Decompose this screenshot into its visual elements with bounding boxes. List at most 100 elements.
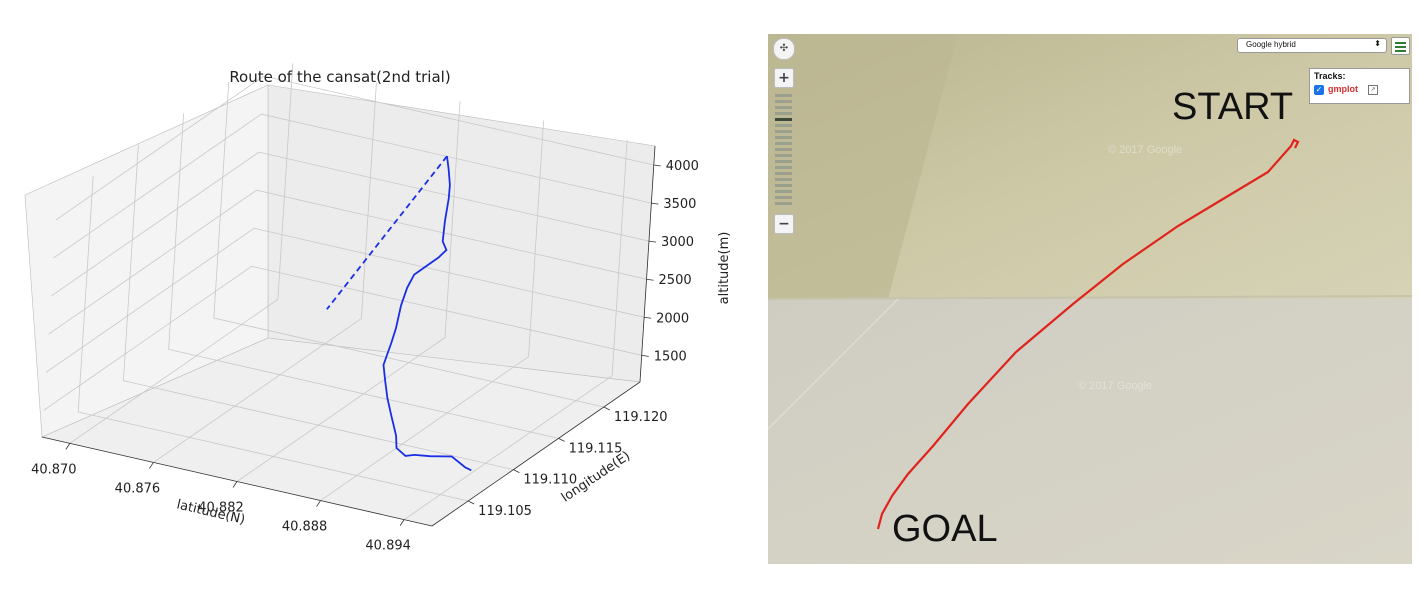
map-type-value: Google hybrid — [1246, 40, 1296, 49]
zoom-slider-step — [775, 112, 792, 115]
back-pane — [267, 84, 656, 383]
x-grid-line — [69, 63, 294, 444]
map-watermark: © 2017 Google — [1108, 144, 1183, 156]
x-grid-line — [403, 139, 628, 520]
z-grid-line — [45, 227, 645, 373]
zoom-slider-step — [775, 166, 792, 169]
grid — [43, 63, 654, 520]
z-grid-line — [50, 151, 650, 297]
y-tick-label: 119.120 — [614, 410, 668, 425]
zoom-in-label: + — [778, 70, 790, 86]
z-tick-label: 3500 — [663, 197, 696, 212]
y-tick-label: 119.105 — [478, 504, 532, 519]
x-tick-mark — [316, 500, 321, 507]
external-link-icon[interactable]: ↗ — [1368, 85, 1378, 95]
menu-icon — [1395, 50, 1406, 52]
x-tick-label: 40.894 — [365, 539, 411, 554]
field-upper-dark-strip — [768, 34, 958, 299]
zoom-in-button[interactable]: + — [774, 68, 794, 88]
route-line — [382, 156, 472, 472]
track-checkbox[interactable]: ✓ — [1314, 85, 1324, 95]
route-3d-chart: 40.870 40.876 40.882 40.888 40.894 119.105 119… — [24, 63, 732, 554]
axes-panes — [24, 84, 656, 527]
zoom-slider-step — [775, 154, 792, 157]
z-tick-mark — [641, 354, 649, 357]
y-tick-label: 119.110 — [523, 473, 577, 488]
zoom-slider-step — [775, 160, 792, 163]
y-axis-line — [431, 381, 641, 527]
ticks: 40.870 40.876 40.882 40.888 40.894 119.105 119… — [31, 159, 699, 554]
satellite-map[interactable] — [768, 34, 1412, 564]
y-grid-line — [77, 175, 469, 502]
map-watermark: © 2017 Google — [1078, 380, 1153, 392]
z-tick-mark — [644, 316, 652, 319]
track-name: gmplot — [1328, 84, 1358, 94]
zoom-slider-step — [775, 148, 792, 151]
x-tick-mark — [65, 443, 71, 450]
zoom-out-label: − — [778, 216, 790, 232]
y-tick-mark — [603, 406, 611, 411]
tracks-panel: Tracks: ✓ gmplot ↗ — [1309, 68, 1410, 104]
zoom-out-button[interactable]: − — [774, 214, 794, 234]
z-tick-label: 1500 — [654, 349, 687, 364]
zoom-slider-step — [775, 124, 792, 127]
select-arrows-icon: ⬍ — [1374, 39, 1381, 48]
x-tick-mark — [399, 519, 405, 526]
zoom-slider-step — [775, 130, 792, 133]
z-tick-label: 2000 — [656, 311, 689, 326]
field-lower — [768, 299, 1412, 564]
z-grid-line — [53, 113, 652, 259]
z-grid-line — [48, 189, 647, 335]
start-label: START — [1172, 86, 1294, 128]
zoom-slider-step — [775, 202, 792, 205]
z-axis-line — [639, 145, 656, 383]
x-tick-label: 40.882 — [198, 501, 244, 516]
layers-menu-button[interactable] — [1391, 37, 1410, 55]
x-tick-label: 40.888 — [282, 520, 328, 535]
zoom-slider-step — [775, 196, 792, 199]
pan-control[interactable]: ✣ — [773, 38, 795, 60]
tracks-title: Tracks: — [1314, 71, 1346, 81]
series — [326, 155, 472, 472]
zoom-slider-step — [775, 136, 792, 139]
zoom-slider-step — [775, 106, 792, 109]
zoom-slider-step — [775, 94, 792, 97]
y-tick-mark — [467, 500, 475, 505]
zoom-slider-step — [775, 190, 792, 193]
menu-icon — [1395, 42, 1406, 44]
zoom-slider-step — [775, 142, 792, 145]
z-tick-label: 3000 — [661, 235, 694, 250]
z-tick-label: 4000 — [666, 159, 699, 174]
zoom-slider-step — [775, 178, 792, 181]
pan-icon: ✣ — [779, 43, 789, 54]
z-axis-label: altitude(m) — [717, 232, 732, 305]
z-tick-label: 2500 — [659, 273, 692, 288]
map-view[interactable]: © 2017 Google © 2017 Google ✣ + − Google… — [768, 34, 1412, 564]
zoom-slider-step — [775, 118, 792, 121]
goal-label: GOAL — [892, 508, 998, 550]
x-grid-line — [236, 101, 461, 482]
zoom-slider-step — [775, 184, 792, 187]
zoom-slider[interactable] — [775, 94, 792, 212]
path-mark — [768, 298, 899, 430]
menu-icon — [1395, 46, 1406, 48]
z-tick-mark — [646, 278, 654, 281]
x-grid-line — [320, 120, 544, 501]
zoom-slider-step — [775, 100, 792, 103]
field-boundary — [768, 295, 1412, 300]
x-grid-line — [153, 82, 377, 463]
y-grid-line — [168, 113, 559, 439]
map-type-select[interactable]: Google hybrid ⬍ — [1237, 38, 1387, 53]
z-tick-mark — [648, 240, 657, 243]
z-grid-line — [43, 265, 642, 411]
projection-dashed-line — [326, 155, 448, 310]
x-tick-label: 40.876 — [115, 481, 161, 496]
x-tick-label: 40.870 — [31, 462, 77, 477]
y-tick-mark — [558, 437, 565, 442]
y-tick-mark — [513, 469, 520, 474]
chart-title: Route of the cansat(2nd trial) — [229, 68, 450, 86]
y-grid-line — [213, 82, 604, 408]
gps-track-line — [876, 138, 1300, 530]
x-tick-mark — [149, 462, 154, 469]
x-tick-mark — [232, 481, 238, 488]
